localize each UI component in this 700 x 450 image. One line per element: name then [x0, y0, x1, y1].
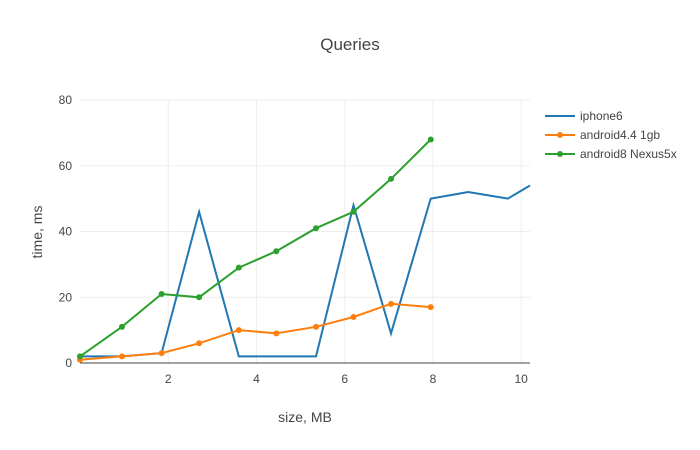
- legend: iphone6 android4.4 1gb android8 Nexus5x: [545, 109, 677, 161]
- data-point: [273, 248, 280, 255]
- legend-swatch-marker: [557, 151, 563, 157]
- data-point: [313, 225, 320, 232]
- x-axis-ticks: 2 4 6 8 10: [165, 372, 528, 386]
- legend-label: android4.4 1gb: [580, 128, 660, 142]
- y-tick-label: 40: [59, 225, 73, 239]
- data-point: [118, 353, 125, 360]
- x-axis-title: size, MB: [278, 409, 332, 425]
- series-android4-4-1gb: [77, 300, 434, 363]
- legend-label: iphone6: [580, 109, 623, 123]
- data-point: [388, 175, 395, 182]
- y-tick-label: 80: [59, 93, 73, 107]
- data-point: [196, 340, 203, 347]
- data-point: [427, 304, 434, 311]
- data-point: [273, 330, 280, 337]
- series-layer: [77, 136, 531, 363]
- series-line: [80, 184, 531, 358]
- legend-item: android4.4 1gb: [545, 128, 660, 142]
- data-point: [350, 208, 357, 215]
- data-point: [235, 327, 242, 334]
- data-point: [313, 323, 320, 330]
- x-tick-label: 4: [253, 372, 260, 386]
- data-point: [118, 323, 125, 330]
- data-point: [235, 264, 242, 271]
- series-iphone6: [80, 184, 531, 358]
- y-axis-ticks: 0 20 40 60 80: [59, 93, 73, 370]
- y-tick-label: 20: [59, 290, 73, 304]
- y-tick-label: 0: [65, 356, 72, 370]
- data-point: [196, 294, 203, 301]
- legend-label: android8 Nexus5x: [580, 147, 677, 161]
- y-axis-title: time, ms: [29, 206, 45, 259]
- y-tick-label: 60: [59, 159, 73, 173]
- legend-item: android8 Nexus5x: [545, 147, 677, 161]
- legend-item: iphone6: [545, 109, 623, 123]
- series-line: [79, 302, 431, 361]
- data-point: [158, 290, 165, 297]
- series-android8-nexus5x: [77, 136, 434, 360]
- x-tick-label: 10: [514, 372, 528, 386]
- x-tick-label: 6: [341, 372, 348, 386]
- x-tick-label: 8: [430, 372, 437, 386]
- chart-title: Queries: [320, 35, 380, 54]
- gridlines: [80, 99, 530, 363]
- data-point: [427, 136, 434, 143]
- data-point: [350, 313, 357, 320]
- data-point: [77, 353, 83, 360]
- series-line: [79, 138, 432, 358]
- data-point: [388, 300, 395, 307]
- x-tick-label: 2: [165, 372, 172, 386]
- data-point: [158, 350, 165, 357]
- legend-swatch-marker: [557, 132, 563, 138]
